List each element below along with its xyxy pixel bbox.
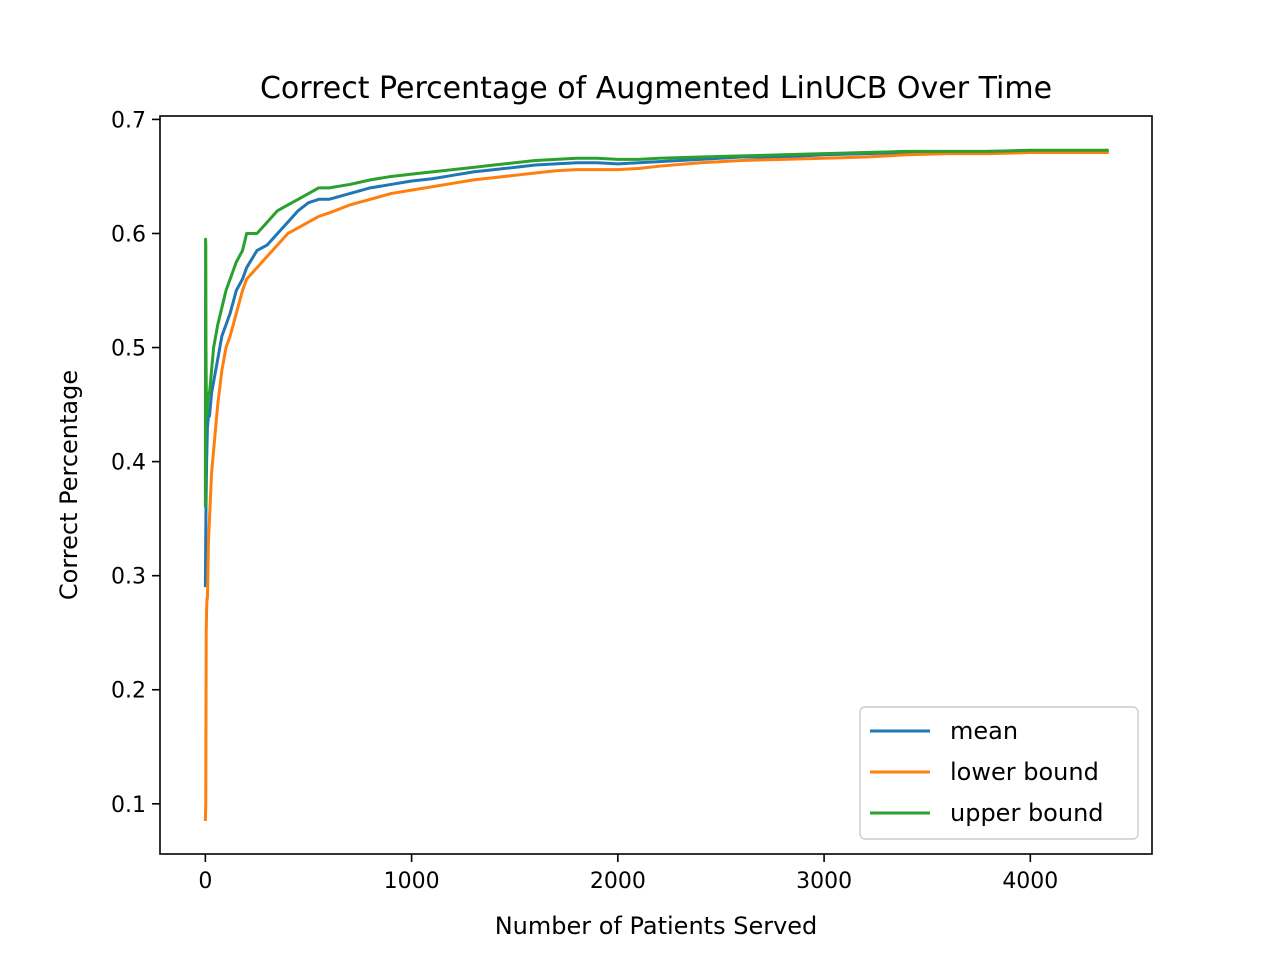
y-tick-label: 0.2 — [111, 679, 146, 704]
series-layer — [203, 148, 1109, 821]
legend-box — [859, 706, 1139, 840]
y-tick-label: 0.4 — [111, 451, 146, 476]
y-tick-label: 0.7 — [111, 108, 146, 133]
legend-label: lower bound — [950, 758, 1099, 786]
y-axis: 0.1 0.2 0.3 0.4 0.5 0.6 0.7 — [111, 108, 160, 818]
x-tick-label: 3000 — [796, 869, 852, 894]
y-tick-label: 0.6 — [111, 222, 146, 247]
y-tick-label: 0.5 — [111, 337, 146, 362]
x-tick-label: 1000 — [384, 869, 440, 894]
series-line-lower-bound — [203, 151, 1109, 821]
x-tick-label: 2000 — [590, 869, 646, 894]
y-tick-label: 0.3 — [111, 565, 146, 590]
legend-label: mean — [950, 717, 1018, 745]
legend: mean lower bound upper bound — [859, 706, 1139, 840]
x-axis: 0 1000 2000 3000 4000 — [198, 854, 1058, 894]
y-axis-label: Correct Percentage — [55, 370, 83, 600]
x-axis-label: Number of Patients Served — [495, 912, 818, 940]
plot-frame — [159, 115, 1153, 855]
x-tick-label: 4000 — [1002, 869, 1058, 894]
y-tick-label: 0.1 — [111, 793, 146, 818]
series-line-upper-bound — [203, 148, 1109, 508]
chart-title: Correct Percentage of Augmented LinUCB O… — [260, 71, 1052, 106]
x-tick-label: 0 — [198, 869, 212, 894]
legend-label: upper bound — [950, 799, 1104, 827]
series-line-mean — [203, 149, 1109, 588]
